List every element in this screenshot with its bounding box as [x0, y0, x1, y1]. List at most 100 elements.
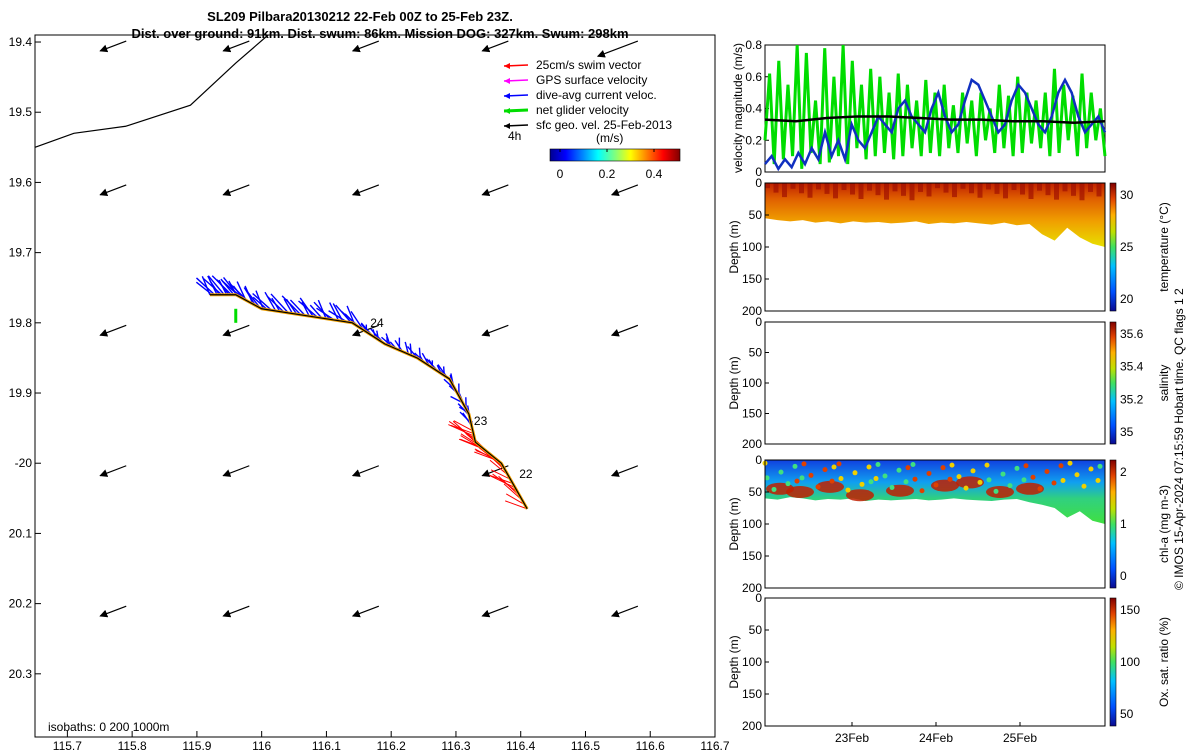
current-vector — [236, 281, 247, 301]
geostrophic-arrow — [222, 605, 250, 618]
x-tick-label: 116.6 — [636, 739, 665, 750]
velocity-series-line — [764, 77, 1107, 172]
track-color-line — [209, 293, 529, 510]
geostrophic-arrow — [351, 465, 380, 477]
current-vector — [244, 285, 254, 305]
chla-sample-dot — [882, 473, 888, 479]
chla-sample-dot — [956, 474, 962, 480]
warm-streak — [969, 183, 974, 194]
chla-sample-dot — [778, 469, 784, 475]
current-vector — [228, 280, 237, 296]
x-tick-label: 115.8 — [118, 739, 147, 750]
colorbar-tick-label: 1 — [1120, 517, 1127, 531]
credit-label: © IMOS 15-Apr-2024 07:15:59 Hobart time.… — [1172, 288, 1186, 590]
colorbar-tick-label: 0 — [557, 167, 564, 181]
geostrophic-arrow — [222, 465, 250, 477]
chla-sample-dot — [801, 461, 807, 467]
y-tick-label: 200 — [742, 719, 762, 733]
chla-sample-dot — [1030, 474, 1036, 480]
plot-title: SL209 Pilbara20130212 22-Feb 00Z to 25-F… — [207, 9, 513, 24]
chla-sample-dot — [986, 477, 992, 483]
geostrophic-arrow — [99, 40, 127, 53]
y-tick-label: 100 — [742, 240, 762, 254]
current-vector — [317, 299, 327, 320]
glider-track — [209, 294, 528, 510]
y-axis-label: Depth (m) — [727, 497, 741, 550]
panel-frame — [764, 597, 1106, 727]
colorbar-tick-label: 150 — [1120, 603, 1140, 617]
y-tick-label: 150 — [742, 407, 762, 421]
y-tick-label: 200 — [742, 581, 762, 595]
colorbar — [1109, 597, 1117, 727]
chla-maximum-patch — [956, 476, 984, 489]
y-tick-label: 20.3 — [9, 667, 33, 681]
chla-sample-dot — [1023, 463, 1029, 469]
warm-streak — [1011, 183, 1017, 191]
colorbar-label: chl-a (mg m-3) — [1157, 485, 1171, 563]
y-tick-label: 50 — [749, 623, 763, 637]
colorbar-label: Ox. sat. ratio (%) — [1157, 617, 1171, 707]
colorbar-tick-label: 20 — [1120, 292, 1134, 306]
colorbar-prefix: 4h — [508, 129, 521, 143]
current-vector — [285, 298, 298, 315]
velocity-series-line — [764, 115, 1106, 125]
legend-label: net glider velocity — [536, 103, 629, 117]
chla-sample-dot — [845, 487, 851, 493]
geostrophic-arrow — [596, 40, 639, 58]
velocity-series-line — [763, 44, 1107, 169]
warm-streak — [1003, 183, 1008, 199]
chla-sample-dot — [792, 463, 798, 469]
warm-streak — [782, 183, 787, 198]
chla-sample-dot — [808, 472, 814, 478]
chla-sample-dot — [1060, 477, 1066, 483]
chla-sample-dot — [949, 462, 955, 468]
chla-maximum-patch — [786, 486, 814, 498]
warm-streak — [1079, 183, 1085, 201]
y-tick-label: 150 — [742, 687, 762, 701]
temperature-section — [765, 183, 1105, 247]
chla-sample-dot — [889, 485, 895, 491]
y-axis-label: Depth (m) — [727, 635, 741, 688]
warm-streak — [986, 183, 991, 190]
colorbar-tick-label: 0.4 — [646, 167, 663, 181]
x-tick-label: 116.2 — [377, 739, 406, 750]
chla-sample-dot — [903, 479, 909, 485]
chla-maximum-patch — [1016, 482, 1044, 495]
geostrophic-arrow — [610, 184, 639, 197]
warm-streak — [1062, 183, 1068, 192]
legend-label: dive-avg current veloc. — [536, 88, 657, 102]
chla-sample-dot — [815, 484, 821, 490]
warm-streak — [884, 183, 889, 200]
y-tick-label: 0 — [755, 315, 762, 329]
y-tick-label: -20 — [15, 456, 33, 470]
map-frame — [34, 34, 716, 738]
y-tick-label: 100 — [742, 517, 762, 531]
current-vector — [332, 303, 344, 322]
warm-streak — [1054, 183, 1059, 200]
current-vector — [207, 275, 218, 296]
y-tick-label: 200 — [742, 304, 762, 318]
y-axis-label: Depth (m) — [727, 220, 741, 273]
warm-streak — [901, 183, 906, 196]
geostrophic-arrow — [610, 605, 639, 618]
y-tick-label: 150 — [742, 272, 762, 286]
swim-vector — [450, 424, 474, 434]
x-tick-label: 116.5 — [571, 739, 600, 750]
swim-vector — [489, 474, 513, 485]
x-tick-label: 115.9 — [182, 739, 211, 750]
warm-streak — [790, 183, 796, 189]
colorbar-tick-label: 35.4 — [1120, 360, 1144, 374]
chla-maximum-patch — [931, 479, 959, 492]
geostrophic-arrow — [481, 40, 509, 53]
swim-vector — [490, 469, 511, 480]
colorbar — [1109, 321, 1117, 445]
chla-sample-dot — [831, 464, 837, 470]
colorbar-tick-label: 35.6 — [1120, 327, 1144, 341]
current-vector — [346, 305, 356, 325]
chla-sample-dot — [1067, 460, 1073, 466]
warm-streak — [875, 183, 881, 196]
y-axis-label: velocity magnitude (m/s) — [731, 43, 745, 173]
